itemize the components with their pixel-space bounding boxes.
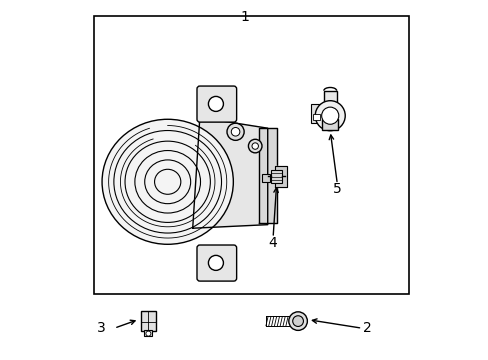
Circle shape — [208, 96, 223, 111]
Circle shape — [251, 143, 258, 149]
Bar — [310, 104, 322, 123]
Bar — [94, 16, 408, 294]
Text: 4: 4 — [268, 235, 277, 249]
Text: 1: 1 — [240, 10, 248, 24]
Circle shape — [145, 331, 151, 336]
Circle shape — [208, 255, 223, 270]
Circle shape — [292, 316, 303, 327]
FancyBboxPatch shape — [197, 245, 236, 281]
Bar — [141, 311, 156, 331]
Circle shape — [226, 123, 244, 140]
Polygon shape — [274, 166, 287, 187]
Circle shape — [315, 101, 345, 131]
Circle shape — [288, 312, 307, 330]
FancyBboxPatch shape — [197, 86, 236, 122]
Ellipse shape — [102, 119, 233, 244]
Circle shape — [231, 127, 240, 136]
Text: 5: 5 — [332, 182, 341, 196]
Text: 3: 3 — [97, 321, 106, 335]
Circle shape — [248, 139, 262, 153]
Bar — [261, 174, 269, 182]
Text: 2: 2 — [363, 321, 371, 335]
Polygon shape — [192, 117, 267, 228]
Circle shape — [321, 107, 338, 124]
Polygon shape — [258, 128, 276, 223]
Bar — [323, 91, 336, 105]
Bar — [322, 118, 337, 130]
Bar — [312, 114, 319, 120]
Bar — [144, 330, 152, 337]
Bar — [271, 170, 282, 183]
